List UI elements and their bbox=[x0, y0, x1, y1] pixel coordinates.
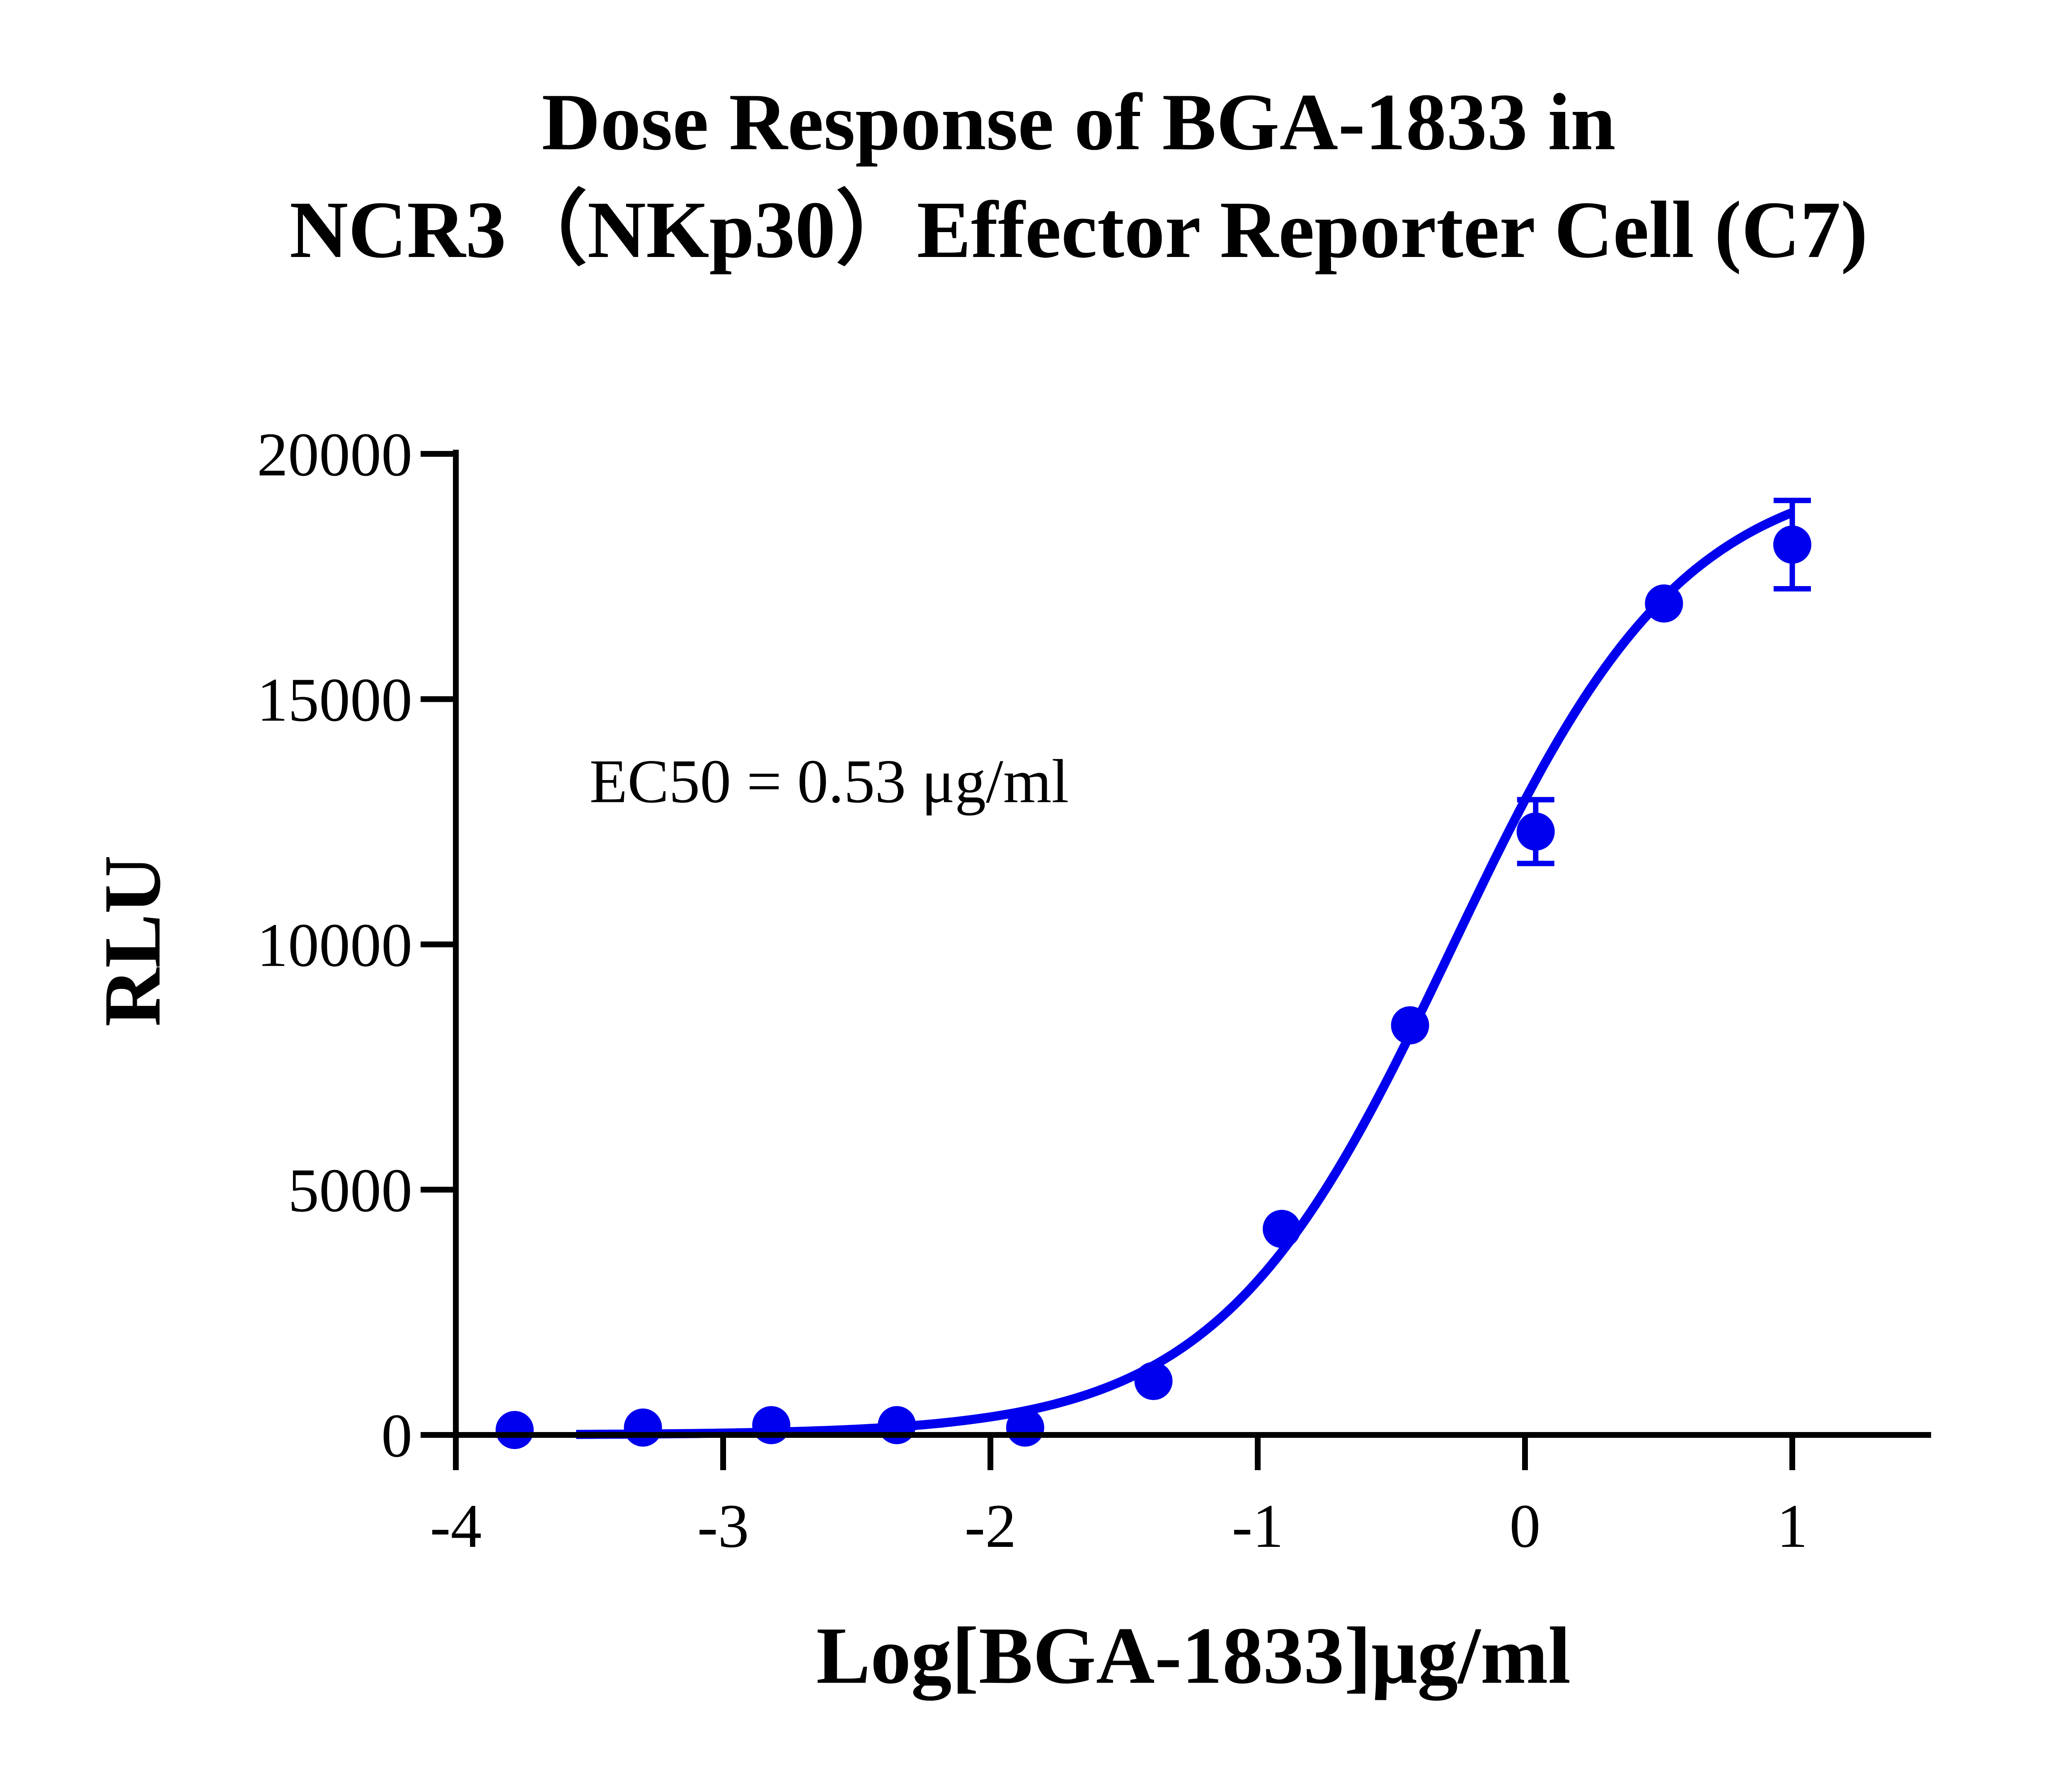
chart-title: Dose Response of BGA-1833 in NCR3（NKp30）E… bbox=[290, 77, 1868, 275]
fit-curve-group bbox=[576, 508, 1794, 1439]
data-point bbox=[495, 1411, 534, 1449]
x-tick-label: 1 bbox=[1777, 1492, 1808, 1561]
data-point bbox=[752, 1406, 791, 1444]
y-tick-label: 10000 bbox=[257, 911, 412, 980]
ec50-annotation: EC50 = 0.53 μg/ml bbox=[590, 747, 1069, 816]
y-tick-label: 20000 bbox=[257, 420, 412, 489]
annotations-group: EC50 = 0.53 μg/ml bbox=[590, 747, 1069, 816]
data-point bbox=[624, 1408, 662, 1447]
error-bars-group bbox=[1517, 497, 1811, 866]
x-tick-label: -4 bbox=[430, 1492, 482, 1561]
chart-title-line-1: Dose Response of BGA-1833 in bbox=[542, 77, 1616, 167]
data-point bbox=[1134, 1362, 1173, 1400]
data-point bbox=[1516, 812, 1555, 851]
x-tick-label: -3 bbox=[697, 1492, 749, 1561]
data-point bbox=[1263, 1209, 1301, 1248]
data-point bbox=[1645, 584, 1683, 623]
ticks-group: 0 5000 10000 15000 20000 -4 -3 -2 -1 0 1 bbox=[257, 420, 1808, 1561]
data-point bbox=[878, 1406, 916, 1444]
x-tick-label: -1 bbox=[1232, 1492, 1284, 1561]
y-axis-title: RLU bbox=[87, 855, 177, 1027]
y-tick-label: 0 bbox=[381, 1401, 412, 1470]
y-tick-label: 15000 bbox=[257, 666, 412, 734]
chart-title-line-2: NCR3（NKp30）Effector Reporter Cell (C7) bbox=[290, 185, 1868, 275]
data-points-group bbox=[495, 525, 1811, 1449]
data-point bbox=[1391, 1006, 1429, 1044]
data-point bbox=[1006, 1408, 1044, 1447]
axis-labels-group: Log[BGA-1833]μg/ml RLU bbox=[87, 855, 1571, 1701]
x-tick-label: -2 bbox=[965, 1492, 1017, 1561]
y-tick-label: 5000 bbox=[288, 1156, 412, 1225]
x-tick-label: 0 bbox=[1510, 1492, 1541, 1561]
data-point bbox=[1773, 525, 1811, 564]
fit-curve bbox=[576, 508, 1794, 1439]
axes-group bbox=[453, 450, 1931, 1438]
x-axis-title: Log[BGA-1833]μg/ml bbox=[816, 1611, 1571, 1701]
